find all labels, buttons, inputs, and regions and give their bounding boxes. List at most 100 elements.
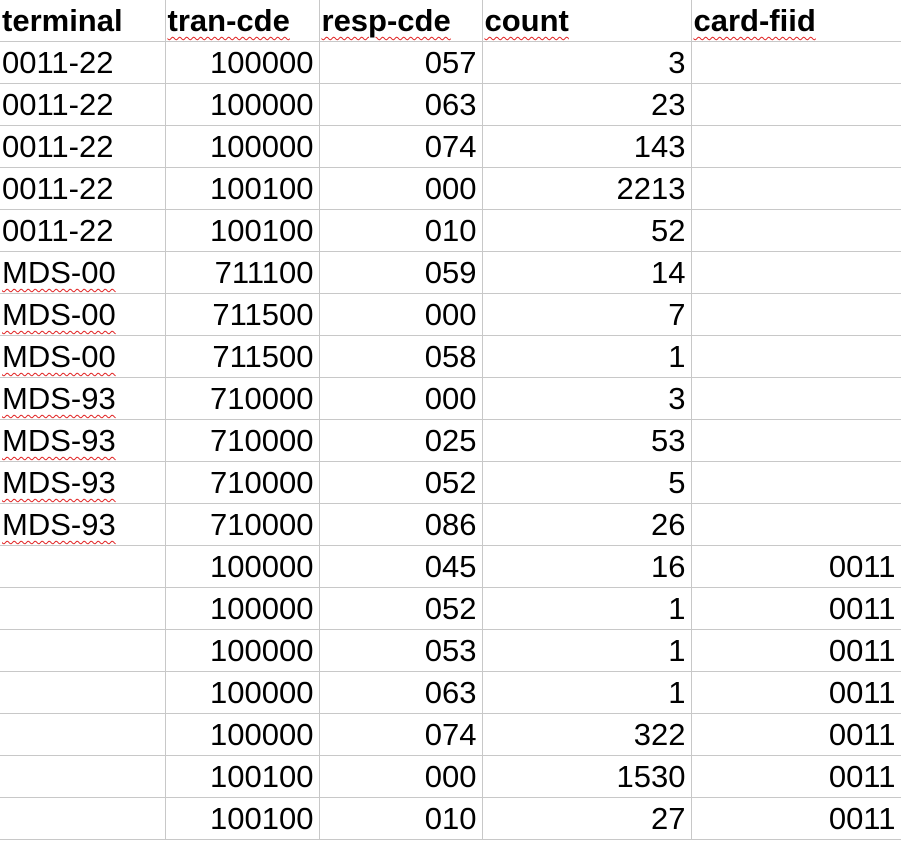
cell-count[interactable]: 1 [482,335,692,378]
cell-count[interactable]: 3 [482,41,692,84]
cell-count[interactable]: 2213 [482,167,692,210]
cell-tran-cde[interactable]: 100000 [165,83,320,126]
cell-card-fiid[interactable]: 0011 [691,671,901,714]
cell-terminal[interactable]: MDS-93 [0,503,166,546]
cell-count[interactable]: 3 [482,377,692,420]
cell-terminal[interactable]: 0011-22 [0,83,166,126]
cell-card-fiid[interactable] [691,251,901,294]
cell-resp-cde[interactable]: 000 [319,293,483,336]
cell-tran-cde[interactable]: 100100 [165,797,320,840]
cell-tran-cde[interactable]: 100100 [165,755,320,798]
cell-card-fiid[interactable] [691,503,901,546]
cell-tran-cde[interactable]: 100100 [165,167,320,210]
cell-card-fiid[interactable]: 0011 [691,797,901,840]
cell-count[interactable]: 52 [482,209,692,252]
cell-count[interactable]: 1 [482,671,692,714]
cell-tran-cde[interactable]: 711500 [165,293,320,336]
cell-resp-cde[interactable]: 074 [319,713,483,756]
cell-terminal[interactable]: 0011-22 [0,125,166,168]
cell-tran-cde[interactable]: 100000 [165,671,320,714]
cell-resp-cde[interactable]: 074 [319,125,483,168]
cell-card-fiid[interactable]: 0011 [691,713,901,756]
cell-count[interactable]: 23 [482,83,692,126]
cell-tran-cde[interactable]: 100000 [165,41,320,84]
cell-count[interactable]: 53 [482,419,692,462]
cell-terminal[interactable]: MDS-93 [0,419,166,462]
cell-resp-cde[interactable]: 059 [319,251,483,294]
cell-tran-cde[interactable]: 710000 [165,419,320,462]
cell-resp-cde[interactable]: 063 [319,83,483,126]
cell-resp-cde[interactable]: 000 [319,755,483,798]
cell-tran-cde[interactable]: 710000 [165,461,320,504]
cell-card-fiid[interactable] [691,377,901,420]
cell-card-fiid[interactable]: 0011 [691,587,901,630]
cell-count[interactable]: 322 [482,713,692,756]
cell-count[interactable]: 7 [482,293,692,336]
cell-tran-cde[interactable]: 711100 [165,251,320,294]
cell-resp-cde[interactable]: 025 [319,419,483,462]
cell-terminal[interactable]: 0011-22 [0,41,166,84]
cell-terminal[interactable] [0,587,166,630]
cell-tran-cde[interactable]: 710000 [165,377,320,420]
cell-tran-cde[interactable]: 710000 [165,503,320,546]
cell-count[interactable]: 143 [482,125,692,168]
cell-count[interactable]: 1 [482,629,692,672]
cell-tran-cde[interactable]: 100000 [165,629,320,672]
cell-resp-cde[interactable]: 086 [319,503,483,546]
cell-resp-cde[interactable]: 052 [319,587,483,630]
cell-resp-cde[interactable]: 000 [319,167,483,210]
cell-resp-cde[interactable]: 052 [319,461,483,504]
cell-count[interactable]: 14 [482,251,692,294]
cell-terminal[interactable]: MDS-93 [0,461,166,504]
cell-card-fiid[interactable] [691,293,901,336]
cell-card-fiid[interactable] [691,41,901,84]
cell-terminal[interactable]: 0011-22 [0,167,166,210]
cell-terminal[interactable]: MDS-93 [0,377,166,420]
cell-terminal[interactable] [0,629,166,672]
cell-terminal[interactable]: 0011-22 [0,209,166,252]
cell-count[interactable]: 1530 [482,755,692,798]
cell-card-fiid[interactable]: 0011 [691,629,901,672]
cell-resp-cde[interactable]: 000 [319,377,483,420]
header-cell-resp-cde[interactable]: resp-cde [319,0,483,42]
cell-card-fiid[interactable]: 0011 [691,545,901,588]
cell-tran-cde[interactable]: 100100 [165,209,320,252]
cell-tran-cde[interactable]: 100000 [165,713,320,756]
cell-resp-cde[interactable]: 058 [319,335,483,378]
cell-card-fiid[interactable] [691,335,901,378]
cell-card-fiid[interactable] [691,209,901,252]
cell-terminal[interactable] [0,713,166,756]
cell-tran-cde[interactable]: 100000 [165,125,320,168]
cell-tran-cde[interactable]: 100000 [165,545,320,588]
cell-tran-cde[interactable]: 100000 [165,587,320,630]
cell-count[interactable]: 16 [482,545,692,588]
cell-count[interactable]: 5 [482,461,692,504]
cell-resp-cde[interactable]: 053 [319,629,483,672]
cell-terminal[interactable] [0,797,166,840]
cell-count[interactable]: 26 [482,503,692,546]
cell-count[interactable]: 1 [482,587,692,630]
cell-card-fiid[interactable] [691,461,901,504]
cell-resp-cde[interactable]: 010 [319,209,483,252]
cell-resp-cde[interactable]: 063 [319,671,483,714]
cell-terminal[interactable]: MDS-00 [0,251,166,294]
cell-terminal[interactable] [0,545,166,588]
cell-terminal[interactable] [0,671,166,714]
cell-card-fiid[interactable] [691,167,901,210]
cell-card-fiid[interactable] [691,125,901,168]
cell-card-fiid[interactable] [691,83,901,126]
header-cell-tran-cde[interactable]: tran-cde [165,0,320,42]
cell-resp-cde[interactable]: 057 [319,41,483,84]
header-cell-terminal[interactable]: terminal [0,0,166,42]
cell-terminal[interactable] [0,755,166,798]
cell-resp-cde[interactable]: 045 [319,545,483,588]
cell-resp-cde[interactable]: 010 [319,797,483,840]
header-cell-card-fiid[interactable]: card-fiid [691,0,901,42]
cell-count[interactable]: 27 [482,797,692,840]
cell-terminal[interactable]: MDS-00 [0,335,166,378]
cell-terminal[interactable]: MDS-00 [0,293,166,336]
cell-card-fiid[interactable] [691,419,901,462]
header-cell-count[interactable]: count [482,0,692,42]
cell-tran-cde[interactable]: 711500 [165,335,320,378]
cell-card-fiid[interactable]: 0011 [691,755,901,798]
